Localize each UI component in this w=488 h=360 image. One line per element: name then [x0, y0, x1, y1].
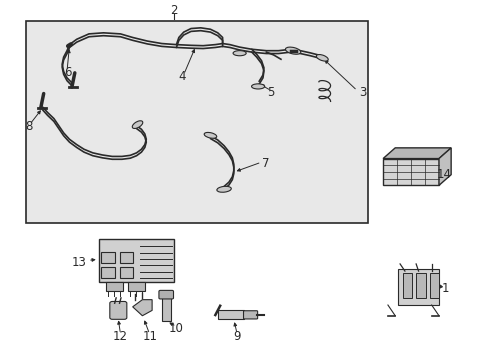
Polygon shape: [132, 300, 152, 316]
Bar: [127, 282, 144, 291]
Text: 4: 4: [179, 70, 186, 83]
Text: 8: 8: [26, 120, 33, 133]
Text: 2: 2: [170, 4, 177, 17]
Text: 12: 12: [113, 330, 128, 343]
Text: 1: 1: [441, 283, 448, 296]
Ellipse shape: [233, 51, 245, 56]
Ellipse shape: [316, 55, 327, 61]
Text: 5: 5: [267, 86, 274, 99]
FancyBboxPatch shape: [159, 291, 173, 299]
Text: 10: 10: [169, 322, 183, 335]
Bar: [402, 273, 411, 298]
Bar: [99, 239, 174, 282]
Polygon shape: [382, 148, 450, 158]
Bar: [119, 267, 133, 278]
Polygon shape: [438, 148, 450, 185]
Text: 11: 11: [142, 330, 157, 343]
Bar: [119, 252, 133, 263]
Ellipse shape: [132, 121, 142, 129]
Bar: [106, 282, 122, 291]
Bar: [382, 158, 438, 185]
Bar: [217, 310, 244, 319]
Text: 14: 14: [436, 168, 450, 181]
Text: 3: 3: [358, 86, 366, 99]
Text: 9: 9: [233, 330, 241, 343]
Bar: [101, 252, 115, 263]
Bar: [26, 21, 368, 223]
Ellipse shape: [216, 186, 231, 192]
Ellipse shape: [285, 47, 300, 54]
Bar: [397, 269, 438, 305]
FancyBboxPatch shape: [243, 311, 257, 319]
FancyBboxPatch shape: [110, 301, 126, 319]
Text: 7: 7: [261, 157, 268, 170]
Ellipse shape: [251, 84, 264, 89]
Text: 13: 13: [71, 256, 86, 269]
Text: 6: 6: [64, 66, 72, 79]
Bar: [162, 294, 170, 321]
Ellipse shape: [204, 132, 216, 138]
Bar: [415, 273, 425, 298]
Bar: [429, 273, 439, 298]
Bar: [101, 267, 115, 278]
